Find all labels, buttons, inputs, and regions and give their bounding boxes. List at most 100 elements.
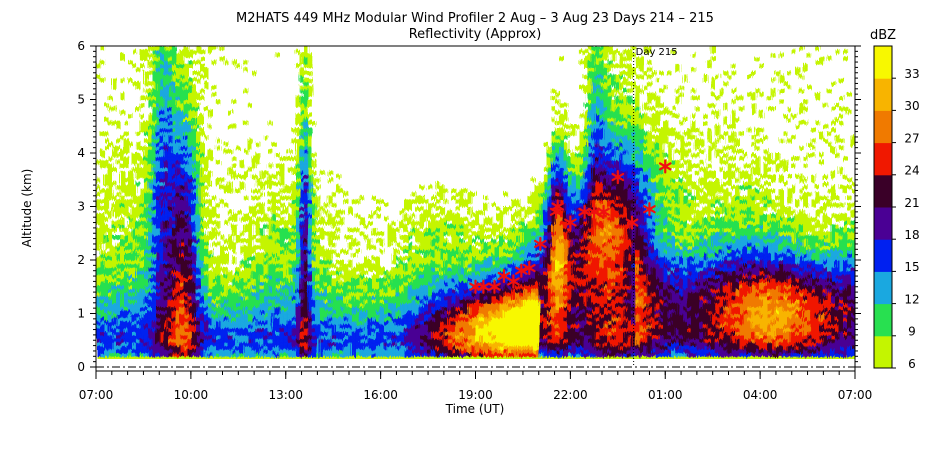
field-cell: [235, 309, 241, 315]
field-cell: [112, 167, 117, 172]
field-cell: [307, 178, 313, 183]
field-cell: [467, 206, 473, 211]
field-cell: [403, 320, 409, 325]
field-cell: [243, 306, 249, 311]
field-cell: [167, 349, 173, 354]
field-cell: [399, 342, 405, 347]
field-cell: [307, 242, 313, 247]
field-cell: [247, 227, 253, 233]
field-cell: [291, 274, 297, 279]
field-cell: [112, 306, 117, 311]
field-cell: [443, 270, 449, 275]
field-cell: [423, 260, 429, 265]
field-cell: [431, 313, 437, 318]
field-cell: [443, 260, 449, 265]
field-cell: [96, 238, 101, 243]
field-cell: [179, 88, 185, 93]
field-cell: [327, 288, 333, 293]
field-cell: [339, 292, 345, 297]
field-cell: [467, 338, 473, 343]
field-cell: [124, 252, 129, 258]
field-cell: [423, 231, 429, 236]
field-cell: [303, 53, 309, 58]
field-cell: [307, 185, 313, 190]
field-cell: [367, 245, 373, 250]
field-cell: [375, 334, 381, 340]
field-cell: [183, 117, 189, 122]
field-cell: [471, 342, 477, 347]
field-cell: [227, 299, 233, 304]
field-cell: [279, 227, 285, 233]
field-cell: [96, 245, 101, 250]
field-cell: [183, 338, 189, 343]
field-cell: [120, 288, 125, 293]
field-cell: [295, 231, 301, 236]
field-cell: [283, 342, 289, 347]
field-cell: [215, 202, 221, 208]
field-cell: [215, 145, 221, 151]
field-cell: [112, 220, 117, 225]
field-cell: [287, 334, 293, 340]
field-cell: [151, 292, 157, 297]
field-cell: [132, 274, 137, 279]
field-cell: [263, 334, 269, 340]
field-cell: [151, 110, 157, 115]
field-cell: [247, 338, 253, 343]
field-cell: [355, 292, 361, 297]
field-cell: [147, 81, 153, 86]
field-cell: [291, 338, 297, 343]
field-cell: [191, 288, 197, 293]
field-cell: [187, 124, 193, 129]
field-cell: [187, 356, 193, 359]
field-cell: [367, 313, 373, 318]
field-cell: [207, 277, 213, 282]
field-cell: [207, 317, 213, 322]
field-cell: [287, 281, 293, 286]
field-cell: [295, 206, 301, 211]
field-cell: [299, 217, 305, 222]
field-cell: [251, 174, 257, 179]
field-cell: [171, 277, 177, 282]
field-cell: [104, 224, 109, 229]
field-cell: [187, 249, 193, 254]
field-cell: [104, 238, 109, 243]
field-cell: [379, 277, 385, 282]
field-cell: [163, 263, 169, 268]
field-cell: [239, 338, 245, 343]
field-cell: [351, 238, 357, 243]
field-cell: [163, 285, 169, 290]
field-cell: [299, 245, 305, 250]
field-cell: [96, 281, 101, 286]
field-cell: [251, 349, 257, 354]
field-cell: [247, 217, 253, 222]
field-cell: [311, 270, 317, 275]
field-cell: [132, 309, 137, 315]
field-cell: [363, 281, 369, 286]
field-cell: [391, 238, 397, 243]
field-cell: [223, 331, 229, 336]
field-cell: [283, 256, 289, 261]
field-cell: [371, 327, 377, 332]
field-cell: [155, 245, 161, 250]
field-cell: [104, 331, 109, 336]
field-cell: [423, 281, 429, 286]
field-cell: [112, 360, 117, 364]
field-cell: [267, 249, 273, 254]
field-cell: [239, 334, 245, 340]
field-cell: [415, 281, 421, 286]
field-cell: [327, 249, 333, 254]
field-cell: [183, 263, 189, 268]
field-cell: [403, 295, 409, 300]
field-cell: [263, 331, 269, 336]
field-cell: [223, 281, 229, 286]
field-cell: [100, 238, 105, 243]
field-cell: [124, 202, 129, 208]
field-cell: [259, 306, 265, 311]
field-cell: [199, 292, 205, 297]
field-cell: [147, 313, 153, 318]
field-cell: [455, 313, 461, 318]
field-cell: [175, 92, 181, 97]
field-cell: [179, 213, 185, 218]
field-cell: [235, 235, 241, 240]
field-cell: [151, 163, 157, 168]
